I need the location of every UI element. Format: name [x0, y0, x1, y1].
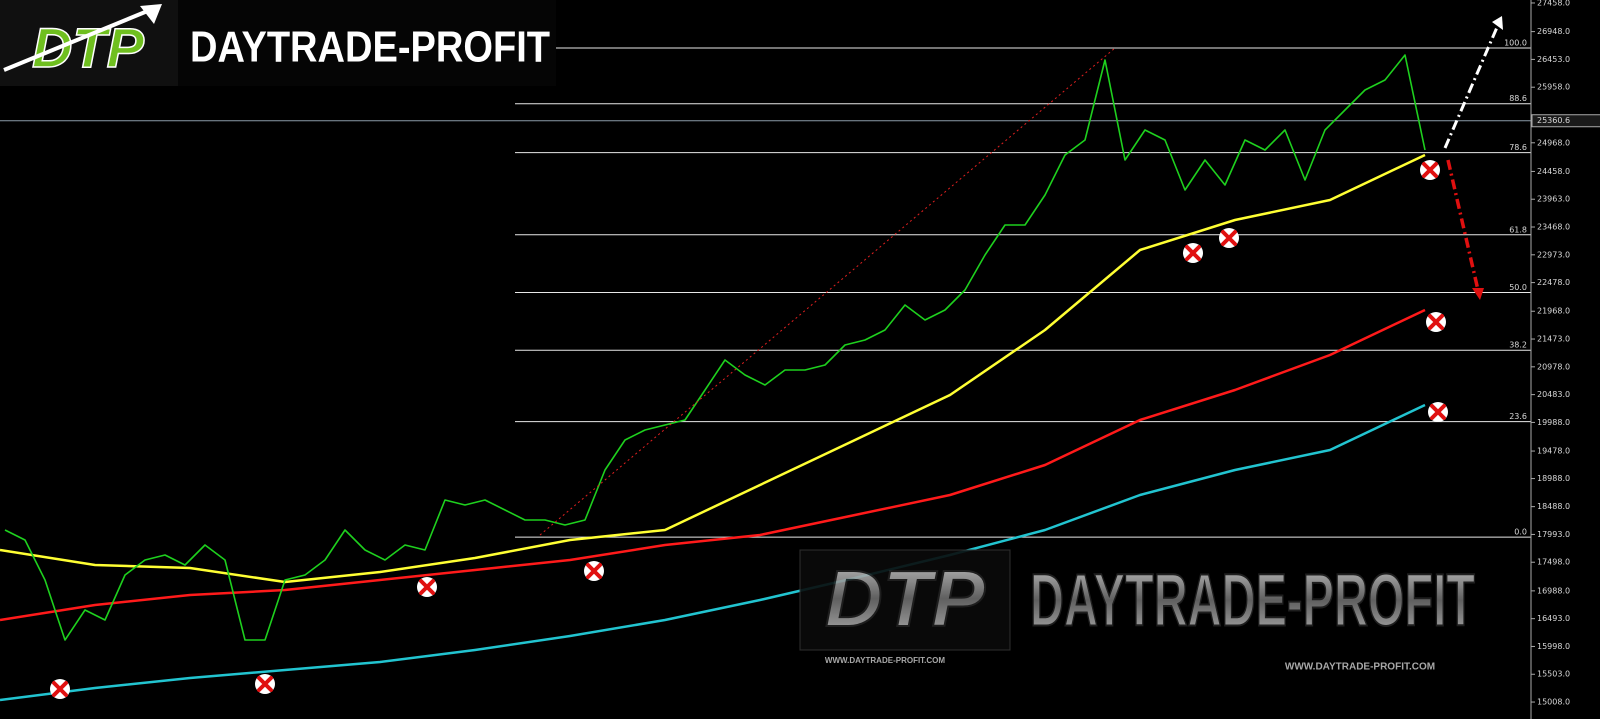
fib-level-label: 0.0: [1514, 528, 1527, 537]
watermark: DTP DAYTRADE-PROFIT WWW.DAYTRADE-PROFIT.…: [799, 549, 1476, 673]
logo-arrow-head: [140, 4, 162, 24]
fib-level-label: 61.8: [1509, 225, 1527, 234]
y-tick-label: 15503.0: [1537, 670, 1570, 679]
x-marker: [582, 559, 606, 583]
fib-level-label: 23.6: [1509, 412, 1527, 421]
y-tick-label: 15998.0: [1537, 642, 1570, 651]
y-tick-label: 24968.0: [1537, 138, 1570, 147]
y-tick-label: 19988.0: [1537, 418, 1570, 427]
y-tick-label: 16493.0: [1537, 614, 1570, 623]
x-marker: [253, 672, 277, 696]
logo-name: DAYTRADE-PROFIT: [190, 23, 550, 72]
x-marker: [415, 575, 439, 599]
watermark-name: DAYTRADE-PROFIT: [1030, 559, 1475, 642]
logo: DTP DAYTRADE-PROFIT: [0, 0, 556, 86]
y-tick-label: 22478.0: [1537, 278, 1570, 287]
last-price-box: [1531, 114, 1600, 128]
y-tick-label: 26948.0: [1537, 27, 1570, 36]
down-arrow-head: [1472, 288, 1484, 300]
fib-level-label: 78.6: [1509, 143, 1527, 152]
y-tick-label: 26453.0: [1537, 55, 1570, 64]
price-line: [4, 54, 1426, 641]
moving-average-line: [0, 153, 1426, 584]
x-marker: [1217, 226, 1241, 250]
logo-arrow: [3, 8, 151, 72]
y-tick-label: 24458.0: [1537, 167, 1570, 176]
y-tick-label: 25958.0: [1537, 83, 1570, 92]
y-tick-label: 18988.0: [1537, 474, 1570, 483]
watermark-mark-box: [799, 549, 1011, 651]
y-tick-label: 21968.0: [1537, 307, 1570, 316]
y-tick-label: 17498.0: [1537, 558, 1570, 567]
y-tick-label: 22973.0: [1537, 250, 1570, 259]
up-arrow: [1443, 24, 1500, 149]
moving-average-line: [0, 403, 1426, 702]
price-axis: 27458.0 26948.0 26453.0 25958.0 24968.0 24458…: [1530, 0, 1600, 719]
watermark-url: WWW.DAYTRADE-PROFIT.COM: [825, 656, 945, 665]
y-tick-label: 23468.0: [1537, 223, 1570, 232]
y-tick-label: 17993.0: [1537, 530, 1570, 539]
fib-level-label: 100.0: [1504, 38, 1527, 47]
x-marker: [48, 677, 72, 701]
watermark-mark: DTP: [825, 554, 986, 643]
moving-average-line: [0, 308, 1426, 622]
watermark-url: WWW.DAYTRADE-PROFIT.COM: [1285, 662, 1435, 673]
x-marker: [1181, 241, 1205, 265]
fib-level-label: 88.6: [1509, 94, 1527, 103]
fib-level-label: 38.2: [1509, 341, 1527, 350]
x-marker: [1424, 310, 1448, 334]
last-price-label: 25360.6: [1537, 116, 1570, 125]
y-tick-label: 20978.0: [1537, 362, 1570, 371]
y-tick-label: 20483.0: [1537, 390, 1570, 399]
y-tick-label: 21473.0: [1537, 335, 1570, 344]
x-marker: [1426, 400, 1450, 424]
down-arrow: [1446, 159, 1480, 291]
y-tick-label: 15008.0: [1537, 698, 1570, 707]
up-arrow-head: [1492, 16, 1503, 30]
y-tick-label: 18488.0: [1537, 502, 1570, 511]
y-tick-label: 19478.0: [1537, 447, 1570, 456]
fib-anchor-line: [539, 47, 1116, 536]
plot-area: 0.0 23.6 38.2 50.0 61.8 78.6 88.6 100.0: [0, 38, 1531, 702]
fib-level-label: 50.0: [1509, 283, 1527, 292]
logo-mark: DTP: [32, 16, 145, 79]
annotations: [48, 16, 1503, 701]
y-tick-label: 16988.0: [1537, 586, 1570, 595]
y-tick-label: 27458.0: [1537, 0, 1570, 7]
y-tick-label: 23963.0: [1537, 195, 1570, 204]
x-marker: [1418, 158, 1442, 182]
